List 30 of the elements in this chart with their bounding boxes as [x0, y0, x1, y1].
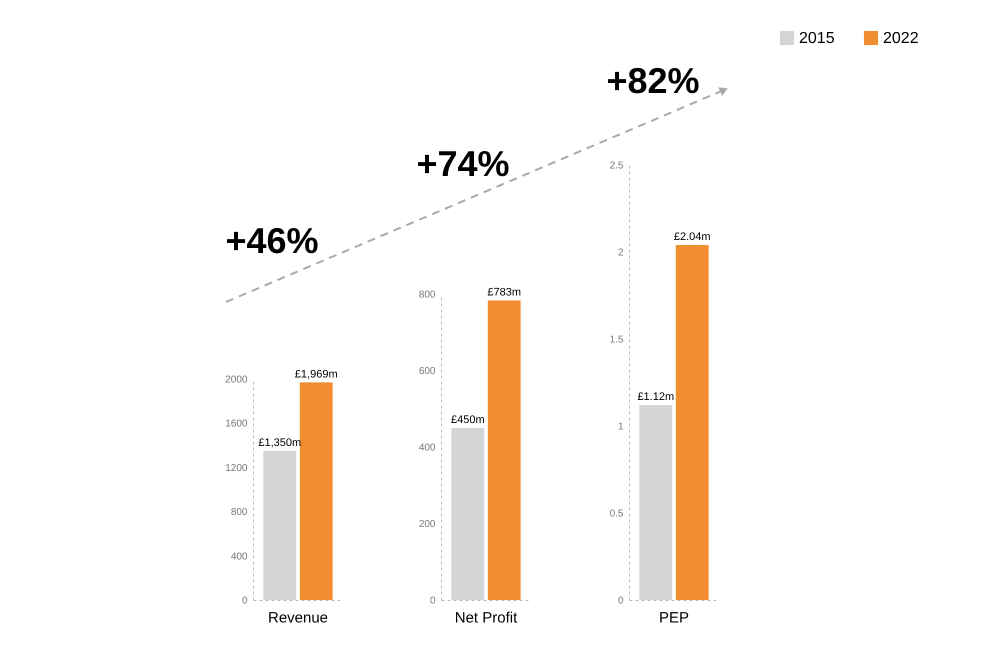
- y-tick-label: 800: [418, 290, 436, 300]
- data-label: £450m: [450, 414, 485, 426]
- y-tick-label: 0: [242, 596, 248, 606]
- y-tick-label: 600: [418, 366, 436, 377]
- legend-label: 2015: [799, 30, 835, 47]
- y-tick-label: 800: [230, 507, 248, 518]
- x-tick-label: PEP: [658, 610, 690, 626]
- y-tick-label: 200: [418, 519, 436, 530]
- data-label: £783m: [487, 286, 522, 299]
- x-tick-label: Net Profit: [454, 610, 518, 626]
- y-tick-label: 1600: [225, 418, 248, 430]
- legend-label: 2022: [883, 30, 919, 47]
- y-tick-label: 1200: [225, 462, 248, 474]
- y-tick-label: 2000: [225, 374, 248, 386]
- data-label: £1.12m: [637, 391, 674, 404]
- y-tick-label: 1.5: [610, 334, 624, 346]
- y-tick-label: 0.5: [610, 508, 624, 520]
- data-label: £2.04m: [674, 231, 711, 244]
- text: +74%: [416, 143, 510, 184]
- text: +46%: [225, 220, 319, 261]
- y-tick-label: 1: [618, 422, 624, 432]
- y-tick-label: 2.5: [610, 160, 624, 172]
- x-tick-label: Revenue: [268, 610, 328, 626]
- y-tick-label: 400: [418, 442, 436, 454]
- data-label: £1,969m: [294, 368, 338, 380]
- text: +82%: [606, 60, 700, 101]
- y-tick-label: 400: [230, 551, 248, 562]
- y-tick-label: 0: [618, 596, 624, 606]
- y-tick-label: 0: [430, 596, 436, 606]
- y-tick-label: 2: [618, 248, 624, 258]
